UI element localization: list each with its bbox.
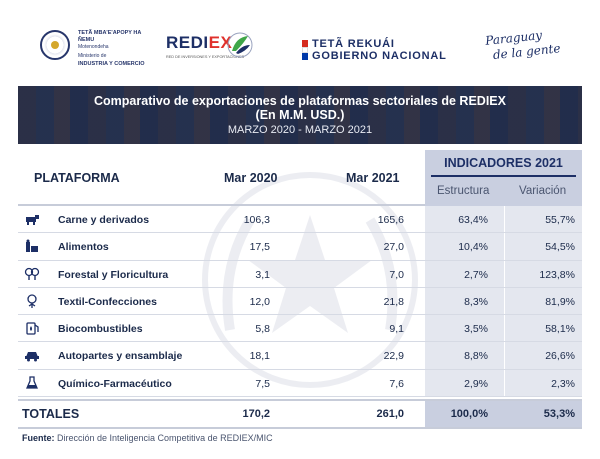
value-variation: 26,6%	[545, 350, 575, 363]
gov-line1: TETÃ REKUÁI	[312, 38, 395, 50]
exports-table: PLATAFORMA Mar 2020 Mar 2021 INDICADORES…	[18, 150, 582, 430]
indicators-header: INDICADORES 2021 Estructura Variación	[425, 150, 582, 206]
platform-name: Autopartes y ensamblaje	[58, 350, 183, 363]
value-2021: 21,8	[383, 295, 404, 308]
flask-icon	[26, 376, 38, 389]
header-structure: Estructura	[437, 185, 490, 197]
indicators-divider	[431, 175, 576, 177]
value-2021: 165,6	[377, 214, 404, 226]
value-2020: 106,3	[243, 214, 270, 226]
food-icon	[26, 239, 38, 253]
value-variation: 2,3%	[551, 377, 575, 390]
banner-period: MARZO 2020 - MARZO 2021	[227, 124, 373, 136]
table-row: Químico-Farmacéutico 7,5 7,6 2,9% 2,3%	[18, 370, 582, 398]
banner-title: Comparativo de exportaciones de platafor…	[94, 94, 506, 108]
value-variation: 123,8%	[539, 268, 575, 281]
totals-2021: 261,0	[376, 408, 404, 421]
value-structure: 3,5%	[464, 323, 488, 336]
table-row: Alimentos 17,5 27,0 10,4% 54,5%	[18, 233, 582, 261]
indicators-title: INDICADORES 2021	[444, 156, 563, 170]
table-row: Carne y derivados 106,3 165,6 63,4% 55,7…	[18, 206, 582, 234]
value-variation: 55,7%	[545, 214, 575, 226]
value-variation: 58,1%	[545, 323, 575, 336]
platform-name: Textil-Confecciones	[58, 295, 157, 308]
source-note: Fuente: Dirección de Inteligencia Compet…	[22, 433, 273, 443]
totals-structure: 100,0%	[450, 408, 488, 421]
rediex-leaf-icon	[227, 32, 253, 58]
slogan-logo: Paraguay de la gente	[485, 26, 562, 64]
indicators-column-bg	[425, 206, 582, 397]
value-2020: 12,0	[249, 295, 270, 308]
platform-name: Químico-Farmacéutico	[58, 377, 172, 390]
platform-name: Alimentos	[58, 241, 109, 254]
totals-indicators-bg	[425, 401, 582, 428]
table-row: Forestal y Floricultura 3,1 7,0 2,7% 123…	[18, 261, 582, 288]
rediex-wordmark: REDIEX	[166, 33, 232, 52]
header-mar-2020: Mar 2020	[224, 171, 278, 185]
header-mar-2021: Mar 2021	[346, 171, 400, 185]
totals-label: TOTALES	[22, 407, 80, 422]
totals-row: TOTALES 170,2 261,0 100,0% 53,3%	[18, 399, 582, 430]
ministry-line2: Motenondeha	[78, 44, 109, 50]
value-2020: 5,8	[255, 323, 270, 336]
tree-icon	[24, 267, 40, 280]
ministry-line3: Ministerio de	[78, 52, 107, 59]
totals-2020: 170,2	[242, 408, 270, 421]
table-row: Biocombustibles 5,8 9,1 3,5% 58,1%	[18, 315, 582, 343]
value-2020: 3,1	[255, 268, 270, 281]
value-2021: 9,1	[389, 323, 404, 336]
source-label: Fuente:	[22, 433, 55, 443]
table-body: Carne y derivados 106,3 165,6 63,4% 55,7…	[18, 206, 582, 398]
value-structure: 63,4%	[458, 214, 488, 226]
platform-name: Biocombustibles	[58, 323, 143, 336]
value-variation: 54,5%	[545, 241, 575, 254]
header-platform: PLATAFORMA	[34, 171, 120, 185]
value-2021: 7,6	[389, 377, 404, 390]
table-header: PLATAFORMA Mar 2020 Mar 2021 INDICADORES…	[18, 150, 582, 206]
car-icon	[25, 352, 39, 362]
value-2021: 7,0	[389, 268, 404, 281]
cattle-icon	[26, 215, 39, 225]
value-structure: 8,8%	[464, 350, 488, 363]
header-variation: Variación	[519, 185, 567, 197]
value-structure: 8,3%	[464, 295, 488, 308]
government-logo: TETÃ REKUÁI GOBIERNO NACIONAL	[302, 38, 447, 62]
value-structure: 2,7%	[464, 268, 488, 281]
platform-name: Forestal y Floricultura	[58, 268, 169, 281]
ministry-seal-icon	[40, 30, 70, 60]
gov-line2: GOBIERNO NACIONAL	[312, 50, 447, 62]
totals-variation: 53,3%	[543, 408, 575, 421]
value-2021: 22,9	[383, 350, 404, 363]
fuel-icon	[26, 322, 39, 335]
value-2021: 27,0	[383, 241, 404, 254]
value-2020: 17,5	[249, 241, 270, 254]
paraguay-flag-icon	[302, 40, 308, 60]
rediex-logo: REDIEX RED DE INVERSIONES Y EXPORTACIONE…	[166, 33, 244, 65]
rediex-main: REDI	[166, 33, 209, 52]
indicators-column-separator	[504, 206, 505, 397]
rediex-ex: EX	[208, 33, 233, 52]
cotton-icon	[27, 294, 37, 308]
value-2020: 18,1	[249, 350, 270, 363]
platform-name: Carne y derivados	[58, 214, 150, 226]
ministry-line4: INDUSTRIA Y COMERCIO	[78, 61, 145, 67]
rediex-tagline: RED DE INVERSIONES Y EXPORTACIONES	[166, 55, 245, 59]
table-row: Autopartes y ensamblaje 18,1 22,9 8,8% 2…	[18, 342, 582, 370]
banner-unit: (En M.M. USD.)	[255, 108, 345, 122]
ministry-line1: TETÃ MBA'E'APOPY HA ÑEMU	[78, 30, 142, 43]
value-structure: 2,9%	[464, 377, 488, 390]
value-structure: 10,4%	[458, 241, 488, 254]
source-text: Dirección de Inteligencia Competitiva de…	[54, 433, 273, 443]
table-row: Textil-Confecciones 12,0 21,8 8,3% 81,9%	[18, 288, 582, 316]
logos-header: TETÃ MBA'E'APOPY HA ÑEMU Motenondeha Min…	[0, 0, 600, 82]
ministry-logo-text: TETÃ MBA'E'APOPY HA ÑEMU Motenondeha Min…	[78, 30, 148, 68]
value-variation: 81,9%	[545, 295, 575, 308]
title-banner: Comparativo de exportaciones de platafor…	[18, 86, 582, 144]
value-2020: 7,5	[255, 377, 270, 390]
coat-of-arms-watermark-icon	[202, 172, 418, 388]
